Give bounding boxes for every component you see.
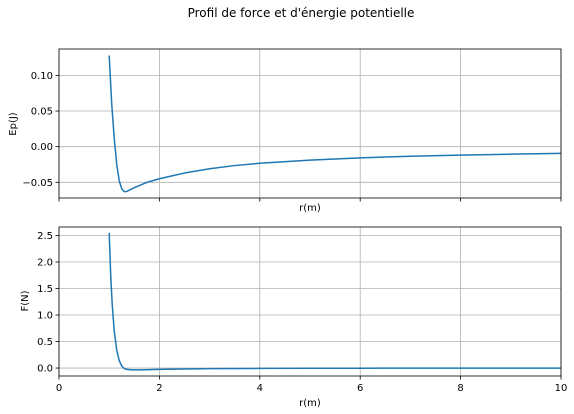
force-x-tick-label: 4 [257,383,263,394]
force-y-tick-label: 2.5 [37,231,53,242]
energy-curve [108,55,562,193]
force-plot-frame [58,226,562,377]
force-y-tick-label: 2.0 [37,257,53,268]
energy-y-axis-label: Ep(J) [8,112,19,136]
force-x-axis-label: r(m) [299,398,321,409]
energy-y-tick-label: 0.05 [31,107,53,118]
force-y-tick-label: 1.5 [37,284,53,295]
force-y-axis-label: F(N) [20,290,31,311]
force-curve [108,232,561,371]
energy-plot: −0.05 0.00 0.05 0.10 r(m) Ep(J) [8,48,562,214]
energy-plot-frame [58,48,562,199]
figure-title: Profil de force et d'énergie potentielle [188,6,415,20]
energy-x-axis-label: r(m) [299,203,321,214]
force-x-tick-label: 2 [156,383,162,394]
force-x-tick-label: 6 [357,383,363,394]
force-plot: 0 2 4 6 8 10 0.0 0.5 1.0 1.5 2.0 2.5 r(m) F(N) [20,226,568,409]
force-x-tick-label: 0 [56,383,62,394]
force-y-tick-label: 0.5 [37,337,53,348]
force-x-tick-label: 8 [457,383,463,394]
force-y-tick-label: 1.0 [37,311,53,322]
force-x-tick-label: 10 [555,383,568,394]
energy-y-tick-label: 0.00 [31,142,53,153]
energy-y-tick-label: −0.05 [22,178,53,189]
force-y-tick-label: 0.0 [37,364,53,375]
energy-y-tick-label: 0.10 [31,71,53,82]
